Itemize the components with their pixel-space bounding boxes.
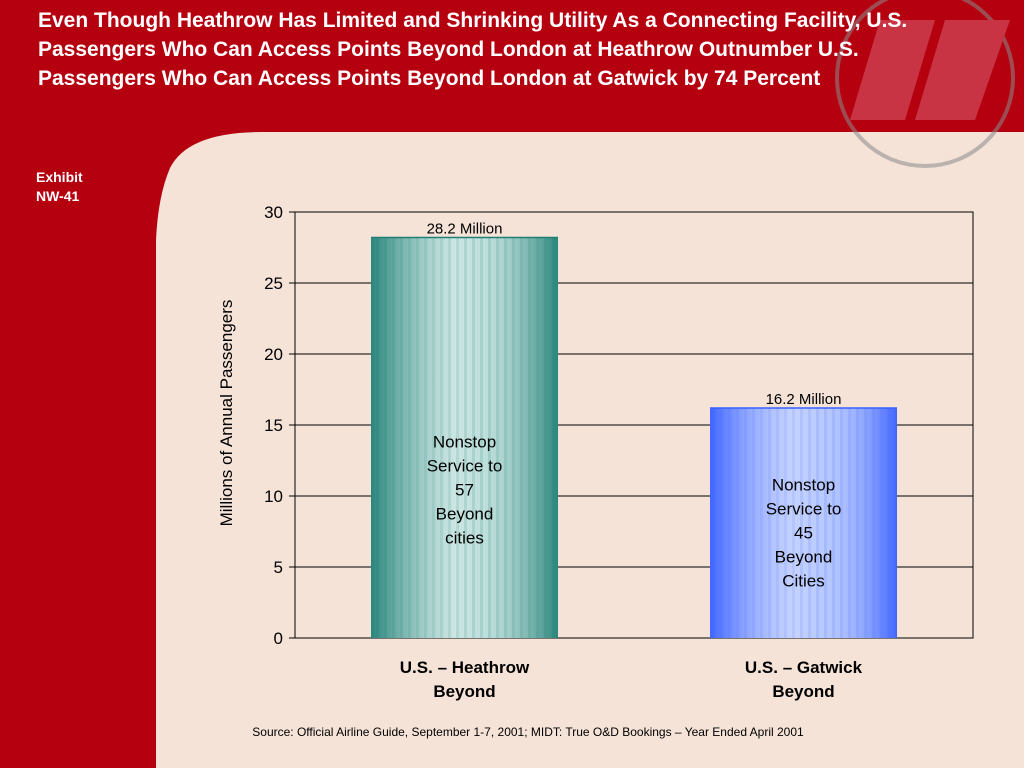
category-label: U.S. – Heathrow	[400, 658, 530, 677]
category-label: U.S. – Gatwick	[745, 658, 863, 677]
category-label: Beyond	[772, 682, 834, 701]
source-note: Source: Official Airline Guide, Septembe…	[0, 725, 1024, 739]
value-labels: 28.2 Million 16.2 Million	[427, 221, 842, 408]
y-tick-label: 25	[264, 274, 283, 293]
y-axis-label: Millions of Annual Passengers	[217, 300, 236, 527]
exhibit-number: NW-41	[36, 188, 80, 204]
annotation-line: Service to	[766, 499, 842, 518]
annotation-line: Beyond	[436, 505, 494, 524]
annotation-line: Cities	[782, 571, 825, 590]
y-tick-label: 10	[264, 487, 283, 506]
annotation-line: Nonstop	[772, 475, 835, 494]
y-tick-label: 15	[264, 416, 283, 435]
category-label: Beyond	[433, 682, 495, 701]
logo-watermark	[835, 0, 1015, 168]
bar-shading	[710, 407, 897, 638]
y-tick-label: 5	[274, 558, 283, 577]
x-axis-categories: U.S. – Heathrow Beyond U.S. – Gatwick Beyon…	[400, 658, 863, 701]
annotation-line: 57	[455, 481, 474, 500]
page-title: Even Though Heathrow Has Limited and Shr…	[38, 9, 908, 90]
value-label: 28.2 Million	[427, 221, 503, 238]
annotation-line: cities	[445, 529, 484, 548]
y-tick-label: 0	[274, 629, 283, 648]
exhibit-label: Exhibit NW-41	[36, 168, 83, 206]
bar-annotations: Nonstop Service to 57 Beyond cities Nonstop Se…	[427, 433, 842, 591]
annotation-line: 45	[794, 523, 813, 542]
annotation-line: Beyond	[775, 547, 833, 566]
bars	[371, 236, 897, 638]
exhibit-label-line1: Exhibit	[36, 169, 83, 185]
value-label: 16.2 Million	[766, 391, 842, 408]
y-tick-label: 20	[264, 345, 283, 364]
annotation-line: Nonstop	[433, 433, 496, 452]
annotation-line: Service to	[427, 457, 503, 476]
y-tick-label: 30	[264, 203, 283, 222]
source-text: Source: Official Airline Guide, Septembe…	[252, 725, 804, 739]
bar-shading	[371, 237, 558, 638]
y-axis-ticks: 0 5 10 15 20 25 30	[264, 203, 295, 648]
